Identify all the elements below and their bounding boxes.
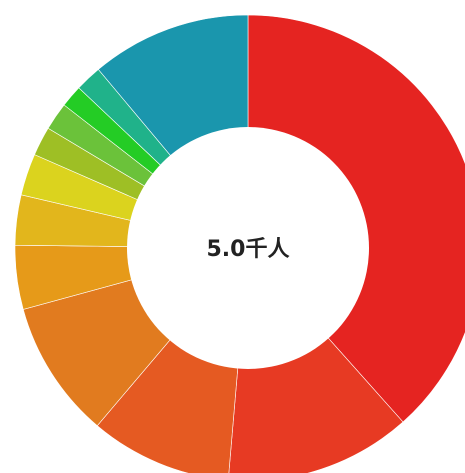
donut-center-label: 5.0千人 [207,237,290,262]
donut-hole [127,127,369,369]
